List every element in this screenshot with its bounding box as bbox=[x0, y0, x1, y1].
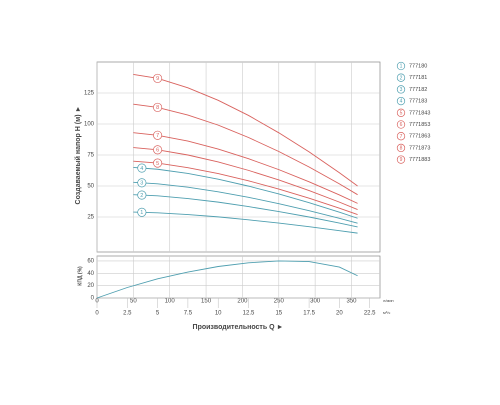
legend-label: 777181 bbox=[409, 75, 427, 81]
x-tick-label: 22.5 bbox=[364, 311, 376, 317]
series-line bbox=[133, 73, 358, 187]
legend-number: 7 bbox=[400, 134, 403, 140]
series-line bbox=[133, 160, 358, 215]
legend-label: 7771873 bbox=[409, 145, 430, 151]
curve-label: 6 bbox=[156, 148, 159, 154]
legend-circle bbox=[396, 143, 406, 153]
legend-circle bbox=[396, 61, 406, 71]
curve-label-circle bbox=[137, 207, 147, 217]
y-tick-label: 100 bbox=[84, 122, 95, 128]
series-line bbox=[96, 260, 358, 299]
legend-circle bbox=[396, 108, 406, 117]
y-tick-label: 75 bbox=[87, 153, 94, 159]
legend-number: 4 bbox=[400, 99, 403, 105]
series-line bbox=[133, 181, 358, 224]
curve-label: 7 bbox=[156, 133, 159, 139]
series-line bbox=[133, 132, 358, 204]
legend-circle bbox=[396, 73, 406, 82]
legend-circle bbox=[396, 85, 406, 94]
curve-label: 5 bbox=[156, 161, 159, 167]
curve-label: 9 bbox=[156, 76, 159, 82]
legend-label: 7771883 bbox=[409, 157, 430, 163]
curve-label-circle bbox=[137, 178, 147, 188]
series-line bbox=[133, 194, 358, 228]
x-tick-label: 2.5 bbox=[123, 311, 132, 317]
x-unit: м³/ч bbox=[383, 310, 390, 315]
curve-label: 4 bbox=[140, 166, 143, 172]
legend-circle bbox=[396, 155, 406, 164]
x2-tick-label: 200 bbox=[237, 299, 248, 305]
series-line bbox=[133, 166, 358, 219]
curve-label-circle bbox=[153, 130, 163, 140]
x-tick-label: 10 bbox=[215, 311, 222, 317]
y-tick-label: 25 bbox=[87, 215, 94, 221]
x2-tick-label: 50 bbox=[130, 299, 137, 305]
x-tick-label: 17.5 bbox=[303, 311, 315, 317]
y-tick-label: 60 bbox=[87, 259, 94, 265]
x2-unit: л/мин bbox=[383, 298, 394, 303]
legend-number: 9 bbox=[400, 157, 403, 163]
x-tick-label: 0 bbox=[95, 311, 99, 317]
legend-circle bbox=[396, 132, 406, 141]
curve-label: 2 bbox=[140, 193, 143, 199]
y-tick-label: 40 bbox=[87, 271, 94, 277]
x-tick-label: 15 bbox=[275, 311, 282, 317]
legend-number: 1 bbox=[400, 64, 403, 70]
curve-label: 1 bbox=[140, 210, 143, 216]
y-tick-label: 125 bbox=[84, 91, 95, 97]
x-tick-label: 7.5 bbox=[184, 311, 193, 317]
legend-label: 777183 bbox=[409, 99, 427, 105]
x2-tick-label: 100 bbox=[165, 299, 176, 305]
x2-tick-label: 300 bbox=[310, 299, 321, 305]
series-line bbox=[133, 211, 358, 234]
legend-number: 2 bbox=[400, 75, 403, 81]
eff-axis-title: КПД (%) bbox=[77, 266, 83, 286]
x2-tick-label: 250 bbox=[274, 299, 285, 305]
x2-tick-label: 0 bbox=[95, 299, 99, 305]
curve-label-circle bbox=[137, 163, 147, 173]
curve-label: 3 bbox=[140, 181, 143, 187]
legend-number: 8 bbox=[400, 146, 403, 152]
legend-number: 5 bbox=[400, 110, 403, 116]
series-line bbox=[133, 103, 358, 196]
legend-label: 7771853 bbox=[409, 122, 430, 128]
legend-label: 7771843 bbox=[409, 110, 430, 116]
legend-circle bbox=[396, 120, 406, 129]
curve-label-circle bbox=[153, 102, 163, 112]
y-axis-title: Создаваемый напор H (м) ► bbox=[74, 106, 82, 205]
legend-number: 6 bbox=[400, 122, 403, 128]
y-tick-label: 50 bbox=[87, 184, 94, 190]
curve-label-circle bbox=[153, 158, 163, 168]
curve-label: 8 bbox=[156, 105, 159, 111]
legend-circle bbox=[396, 96, 406, 106]
curve-label-circle bbox=[137, 190, 147, 200]
legend-label: 7771863 bbox=[409, 134, 430, 140]
x-tick-label: 5 bbox=[156, 311, 160, 317]
x2-tick-label: 350 bbox=[346, 299, 357, 305]
curve-label-circle bbox=[153, 73, 163, 83]
legend-number: 3 bbox=[400, 87, 403, 93]
series-line bbox=[133, 147, 358, 210]
curve-label-circle bbox=[153, 145, 163, 155]
legend-label: 777180 bbox=[409, 63, 427, 69]
y-tick-label: 0 bbox=[91, 296, 95, 302]
x2-tick-label: 150 bbox=[201, 299, 212, 305]
x-tick-label: 12.5 bbox=[243, 311, 255, 317]
x-axis-title: Производительность Q ► bbox=[193, 324, 284, 331]
legend-label: 777182 bbox=[409, 87, 427, 93]
y-tick-label: 20 bbox=[87, 283, 94, 289]
x-tick-label: 20 bbox=[336, 311, 343, 317]
